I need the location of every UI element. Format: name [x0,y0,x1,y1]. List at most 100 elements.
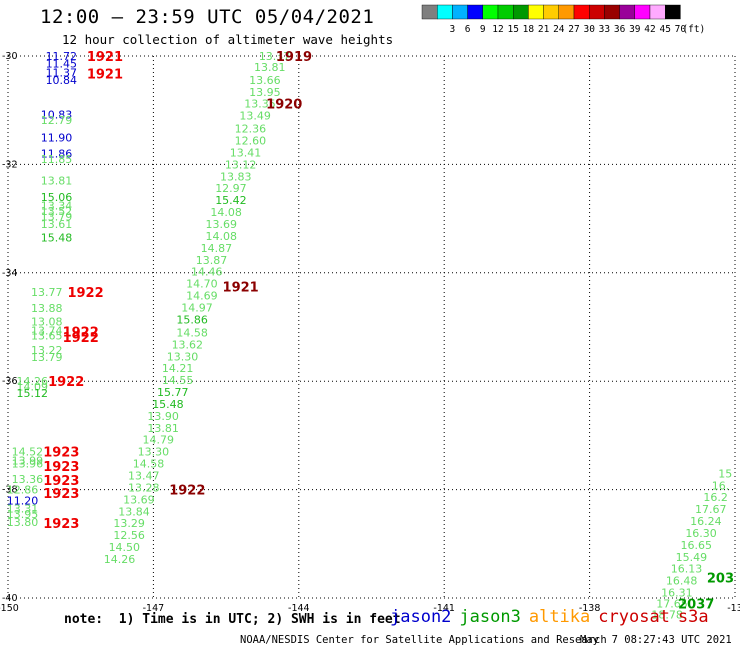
wave-height-label: 14.46 [191,266,223,279]
footer-note: note: 1) Time is in UTC; 2) SWH is in fe… [64,612,401,627]
wave-height-label: 16.24 [690,515,722,528]
wave-height-label: 13.95 [7,508,39,521]
wave-height-label: 14.70 [186,278,218,291]
pass-time-label: 1923 [43,517,79,532]
wave-height-label: 11.45 [46,58,78,71]
satellite-legend-s3a: s3a [677,607,709,627]
wave-height-label: 13.52 [41,205,73,218]
pass-time-label: 1920 [266,98,302,113]
wave-height-label: 14.97 [181,301,213,314]
wave-height-label: 13.69 [123,493,155,506]
wave-height-label: 13.88 [31,302,63,315]
wave-height-label: 13.96 [12,458,44,471]
wave-height-label: 13.61 [41,218,73,231]
wave-height-label: 13.87 [196,254,228,267]
wave-height-label: 15.49 [676,551,708,564]
wave-height-label: 13.36 [12,473,44,486]
chart-title: 12:00 – 23:59 UTC 05/04/2021 [40,6,375,28]
pass-time-label: 1922 [48,375,84,390]
pass-time-label: 203 [707,571,734,586]
wave-height-label: 14.69 [186,290,218,303]
wave-height-label: 11.37 [46,66,78,79]
wave-height-label: 14.26 [104,553,136,566]
y-tick-label: -38 [2,485,18,496]
wave-height-label: 14.21 [162,362,194,375]
wave-height-label: 13.29 [113,517,145,530]
wave-height-label: 13.28 [128,481,160,494]
pass-time-label: 1923 [43,446,79,461]
wave-height-label: 11.86 [41,148,73,161]
wave-height-label: 13.79 [41,210,73,223]
wave-height-label: 11.90 [41,131,73,144]
pass-time-label: 1923 [43,460,79,475]
colorbar-label: 27 [568,24,579,35]
pass-time-label: 1919 [276,50,312,65]
wave-height-label: 13.99 [12,454,44,467]
wave-height-label: 14.58 [133,458,165,471]
colorbar-label: 18 [523,24,535,35]
wave-height-label: 13.83 [220,170,252,183]
x-tick-label: -147 [143,603,165,614]
colorbar-label: 21 [538,24,550,35]
x-tick-label: -13 [727,603,740,614]
wave-height-label: 12.36 [235,123,267,136]
colorbar-label: 9 [480,24,486,35]
satellite-legend-altika: altika [528,607,591,627]
wave-height-label: 17.67 [695,503,727,516]
colorbar-label: 33 [599,24,610,35]
y-tick-label: -34 [2,268,18,279]
wave-height-label: 13.84 [118,505,150,518]
y-tick-label: -36 [2,376,18,387]
wave-height-label: 14.58 [176,326,208,339]
wave-height-label: 13.12 [225,158,257,171]
wave-height-label: 13.47 [128,470,160,483]
wave-height-label: 15.48 [41,232,73,245]
wave-height-label: 15 [718,467,732,480]
wave-height-label: 12.56 [113,529,145,542]
wave-height-label: 14.09 [16,381,48,394]
x-tick-label: -150 [0,603,19,614]
wave-height-label: 16.48 [666,575,698,588]
colorbar-bin [665,4,681,20]
wave-height-label: 13.41 [230,146,262,159]
colorbar-label: 30 [583,24,595,35]
wave-height-label: 13.90 [147,410,179,423]
satellite-legend-jason3: jason3 [459,607,521,627]
wave-height-label: 13.30 [138,446,170,459]
satellite-legend: jason2 jason3 altika cryosat s3a [390,607,717,627]
wave-height-label: 13.22 [31,344,63,357]
wave-height-label: 13.30 [167,350,199,363]
wave-height-label: 13.65 [31,330,63,343]
pass-time-label: 1922 [63,331,99,346]
wave-height-label: 14.08 [206,230,238,243]
pass-time-label: 1922 [67,286,103,301]
wave-height-label: 12.86 [7,484,39,497]
wave-height-label: 14.87 [201,242,233,255]
wave-height-label: 14.08 [210,206,242,219]
wave-height-label: 18.78 [651,608,683,621]
wave-height-label: 12.79 [41,114,73,127]
colorbar-label: 36 [614,24,626,35]
y-tick-label: -40 [2,593,18,604]
wave-height-label: 16. [712,479,730,492]
pass-time-label: 2037 [678,597,714,612]
wave-height-label: 16.30 [685,527,717,540]
colorbar-label: 24 [553,24,565,35]
wave-height-label: 13.49 [239,110,271,123]
wave-height-label: 13.69 [206,218,238,231]
colorbar-label: 12 [492,24,503,35]
wave-height-label: 16.2 [703,491,728,504]
wave-height-label: 15.12 [16,387,48,400]
wave-height-label: 13.31 [7,503,39,516]
wave-height-label: 13.81 [41,175,73,188]
wave-height-label: 14.55 [162,374,194,387]
colorbar-label: 70 [675,24,687,35]
wave-height-label: 15.06 [41,191,73,204]
wave-height-label: 16.31 [661,587,693,600]
y-tick-label: -30 [2,51,18,62]
pass-time-label: 1922 [169,484,205,499]
wave-height-label: 11.85 [41,153,73,166]
wave-height-label: 13.62 [172,338,204,351]
